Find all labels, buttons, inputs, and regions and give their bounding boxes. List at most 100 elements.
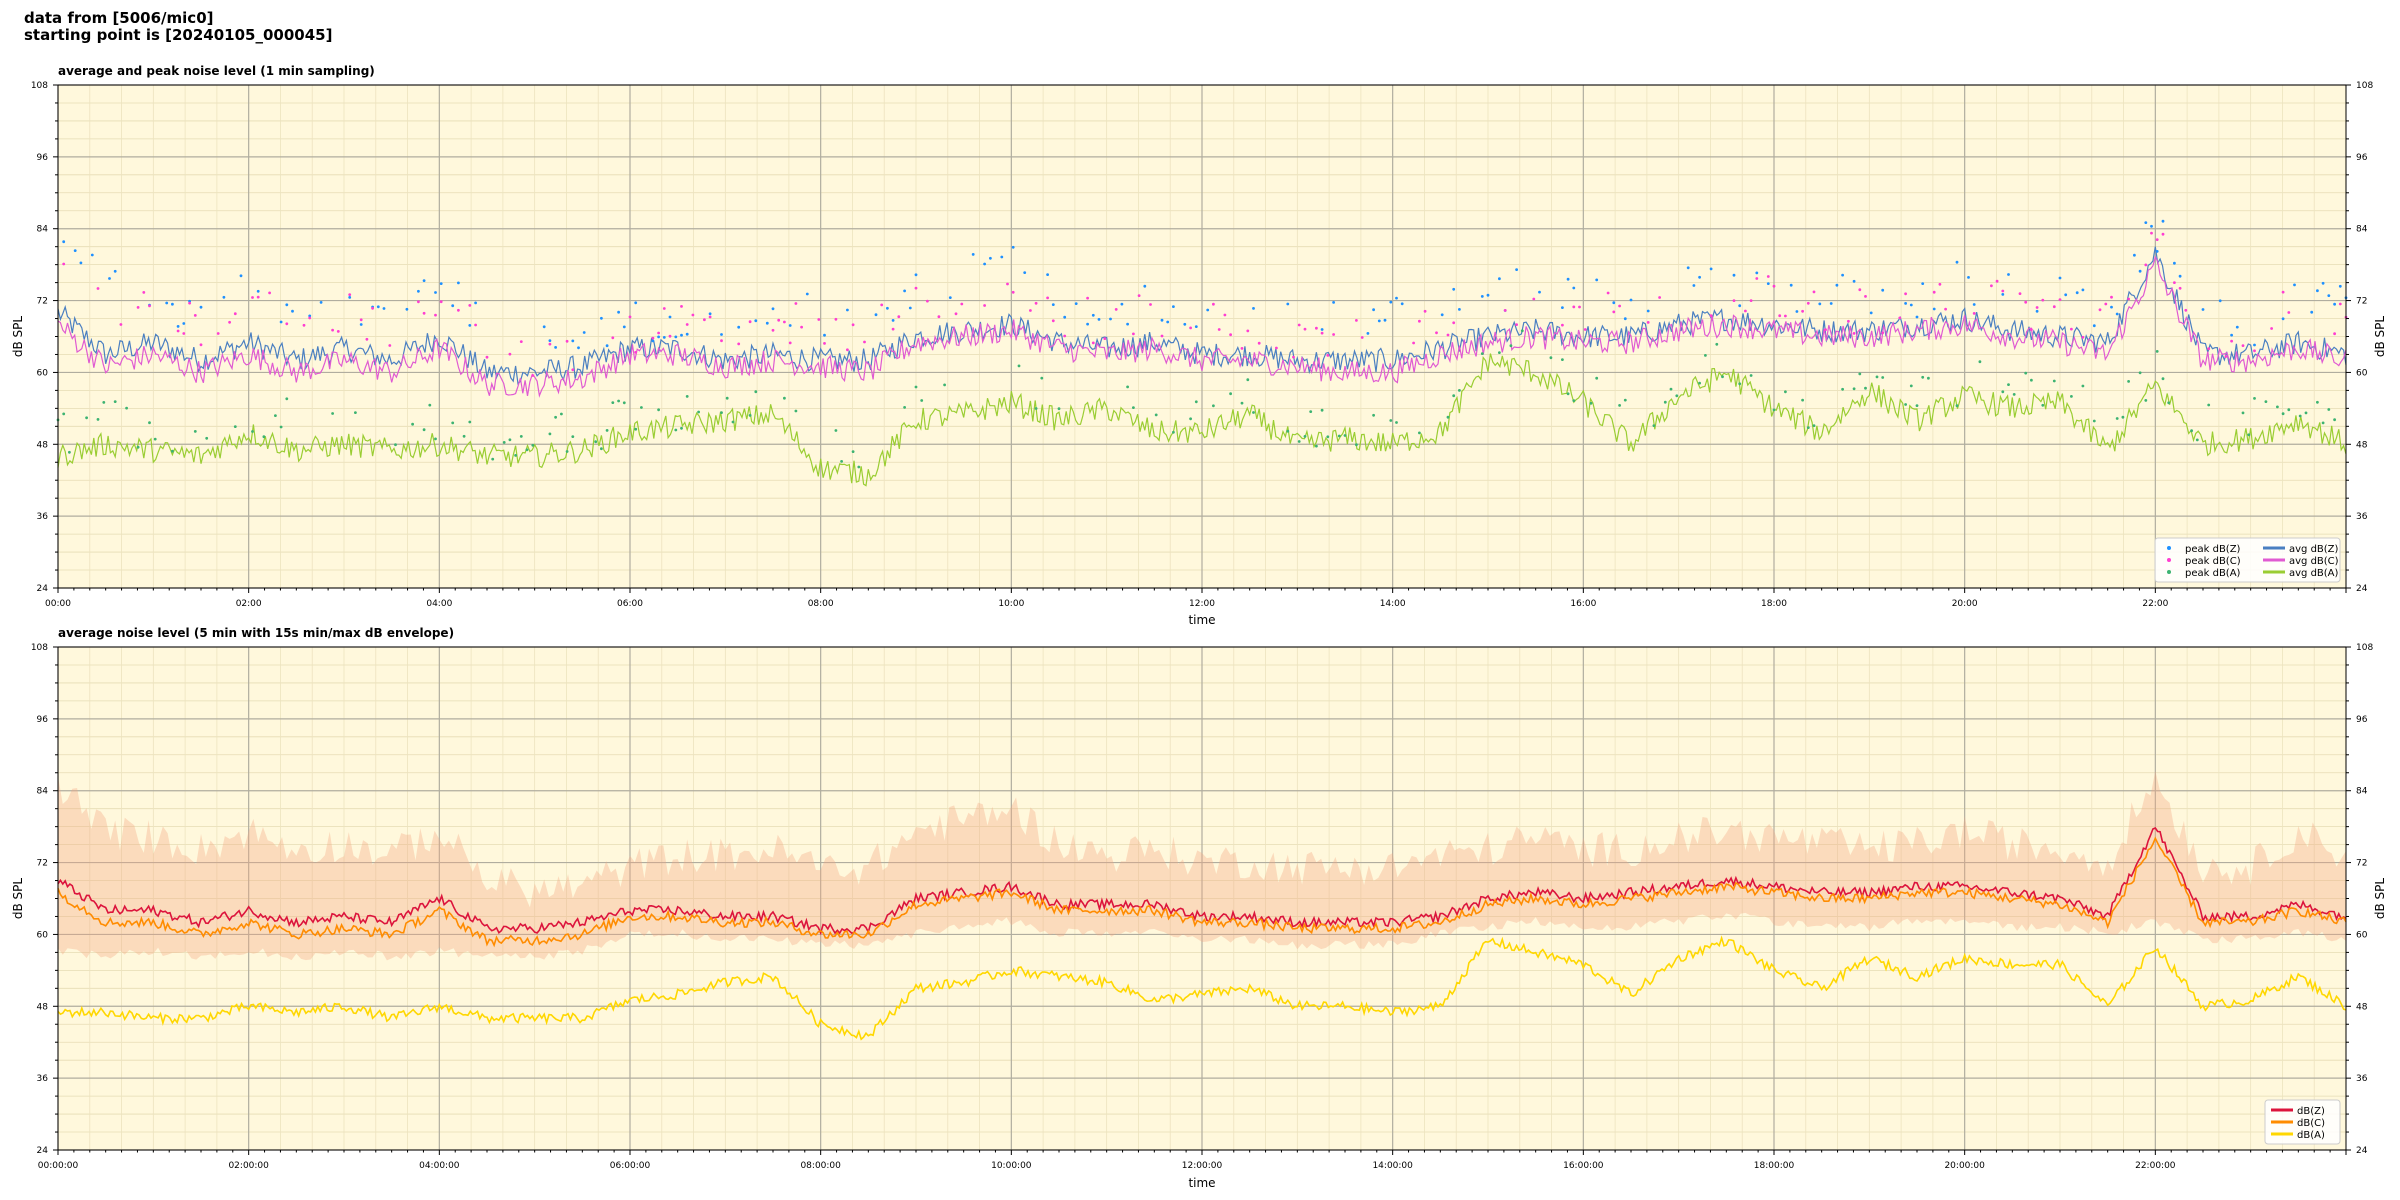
peak-point (1452, 321, 1456, 325)
peak-point (2035, 309, 2039, 313)
peak-point (422, 428, 426, 432)
peak-point (1252, 411, 1255, 414)
peak-point (1109, 317, 1112, 321)
peak-point (1452, 394, 1456, 398)
peak-point (165, 301, 169, 305)
peak-point (903, 406, 906, 409)
peak-point (1812, 424, 1816, 427)
peak-point (725, 396, 729, 400)
peak-point (1315, 326, 1318, 330)
peak-point (1909, 303, 1913, 307)
x-tick-label: 06:00 (617, 599, 643, 609)
peak-point (1017, 364, 1021, 368)
peak-point (2241, 344, 2245, 347)
x-tick-label: 14:00:00 (1372, 1161, 1413, 1171)
x-tick-label: 18:00 (1761, 599, 1787, 609)
peak-point (1589, 401, 1593, 405)
peak-point (1143, 284, 1147, 288)
peak-point (1755, 277, 1759, 280)
peak-point (851, 323, 855, 327)
peak-point (1126, 322, 1129, 326)
peak-point (451, 304, 455, 308)
peak-point (634, 350, 638, 354)
peak-point (434, 437, 437, 441)
y-tick-label: 96 (37, 715, 49, 725)
peak-point (1766, 282, 1770, 285)
peak-point (948, 296, 952, 299)
peak-point (754, 390, 758, 394)
peak-point (1395, 421, 1398, 424)
peak-point (125, 406, 128, 410)
legend-box (2154, 537, 2341, 583)
y-axis-label-right: dB SPL (2373, 878, 2387, 920)
peak-point (628, 315, 632, 319)
series-line-avg-db-z- (57, 246, 2347, 385)
peak-point (708, 315, 712, 319)
x-tick-label: 12:00 (1189, 599, 1215, 609)
peak-point (1858, 372, 1862, 376)
peak-point (262, 435, 266, 439)
peak-point (2150, 231, 2153, 235)
peak-point (1881, 288, 1885, 292)
peak-point (439, 282, 443, 285)
peak-point (1806, 426, 1810, 429)
y-tick-label-right: 72 (2356, 859, 2367, 869)
y-tick-label: 36 (37, 512, 49, 522)
peak-point (1812, 290, 1816, 294)
peak-point (2310, 310, 2314, 314)
peak-point (2264, 400, 2268, 403)
peak-point (548, 339, 552, 342)
peak-point (1915, 404, 1919, 407)
peak-point (943, 383, 946, 387)
peak-point (2253, 349, 2256, 353)
peak-point (1818, 302, 1822, 306)
peak-point (954, 312, 958, 316)
peak-point (640, 406, 643, 409)
peak-point (2167, 401, 2171, 405)
chart-title: average noise level (5 min with 15s min/… (58, 626, 454, 640)
peak-point (1240, 347, 1244, 350)
peak-point (1875, 375, 1879, 379)
peak-point (805, 292, 809, 296)
peak-point (668, 334, 672, 338)
peak-point (62, 412, 66, 416)
chart-2: 24 24 36 36 48 48 60 60 72 72 84 84 96 96 108 108 00:00:… (11, 626, 2387, 1190)
peak-point (2333, 332, 2337, 336)
series-line-avg-db-a- (57, 353, 2347, 487)
peak-point (1023, 271, 1027, 274)
peak-point (680, 305, 683, 308)
peak-point (1549, 356, 1553, 360)
peak-point (365, 337, 369, 341)
y-tick-label-right: 48 (2356, 440, 2368, 450)
peak-point (1120, 302, 1124, 306)
peak-point (1034, 301, 1038, 305)
peak-point (2012, 393, 2016, 396)
peak-point (1623, 398, 1627, 402)
peak-point (1629, 298, 1633, 302)
peak-point (1217, 328, 1221, 331)
peak-point (1091, 313, 1095, 317)
peak-point (611, 336, 615, 340)
peak-point (2035, 306, 2039, 309)
peak-point (1612, 301, 1616, 305)
x-tick-label: 10:00 (998, 599, 1024, 609)
peak-point (1749, 374, 1753, 377)
peak-point (703, 318, 706, 322)
peak-point (1006, 282, 1009, 286)
peak-point (153, 437, 157, 441)
x-tick-label: 14:00 (1380, 599, 1406, 609)
peak-point (1303, 327, 1307, 331)
peak-point (2224, 355, 2228, 358)
peak-point (68, 450, 71, 454)
peak-point (823, 333, 826, 337)
peak-point (2321, 281, 2325, 285)
peak-point (2276, 405, 2279, 409)
x-tick-label: 20:00:00 (1944, 1161, 1985, 1171)
peak-point (1286, 429, 1290, 433)
y-tick-label: 84 (37, 787, 49, 797)
peak-point (2327, 294, 2331, 297)
peak-point (1864, 386, 1867, 390)
peak-point (434, 313, 437, 317)
peak-point (2184, 308, 2188, 312)
x-tick-label: 22:00 (2142, 599, 2168, 609)
